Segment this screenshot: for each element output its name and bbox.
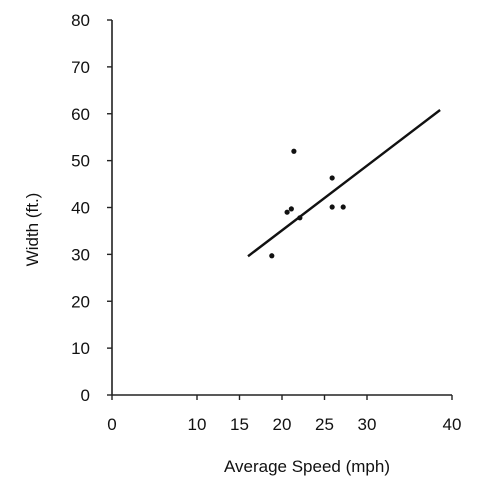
data-point (269, 253, 274, 258)
y-tick-label: 70 (71, 58, 90, 77)
x-tick-label: 15 (230, 415, 249, 434)
y-tick-label: 60 (71, 105, 90, 124)
x-tick-label: 20 (273, 415, 292, 434)
x-tick-label: 25 (315, 415, 334, 434)
y-tick-label: 30 (71, 245, 90, 264)
data-point (291, 149, 296, 154)
x-tick-label: 0 (107, 415, 116, 434)
data-point (297, 215, 302, 220)
trend-line-group (248, 110, 440, 256)
data-points (269, 149, 346, 259)
data-point (330, 204, 335, 209)
x-tick-label: 10 (188, 415, 207, 434)
x-axis-ticks: 0 10 15 20 25 30 40 (107, 395, 461, 434)
y-tick-label: 0 (81, 386, 90, 405)
axes (112, 20, 452, 395)
y-tick-label: 80 (71, 11, 90, 30)
data-point (289, 206, 294, 211)
trend-line (248, 110, 440, 256)
x-axis-title: Average Speed (mph) (224, 457, 390, 476)
y-axis-title: Width (ft.) (23, 193, 42, 267)
data-point (285, 210, 290, 215)
y-tick-label: 20 (71, 292, 90, 311)
x-tick-label: 30 (358, 415, 377, 434)
y-tick-label: 50 (71, 152, 90, 171)
y-tick-label: 40 (71, 199, 90, 218)
y-tick-label: 10 (71, 339, 90, 358)
x-tick-label: 40 (443, 415, 462, 434)
y-axis-ticks: 0 10 20 30 40 50 60 70 80 (71, 11, 112, 405)
data-point (330, 175, 335, 180)
data-point (341, 204, 346, 209)
